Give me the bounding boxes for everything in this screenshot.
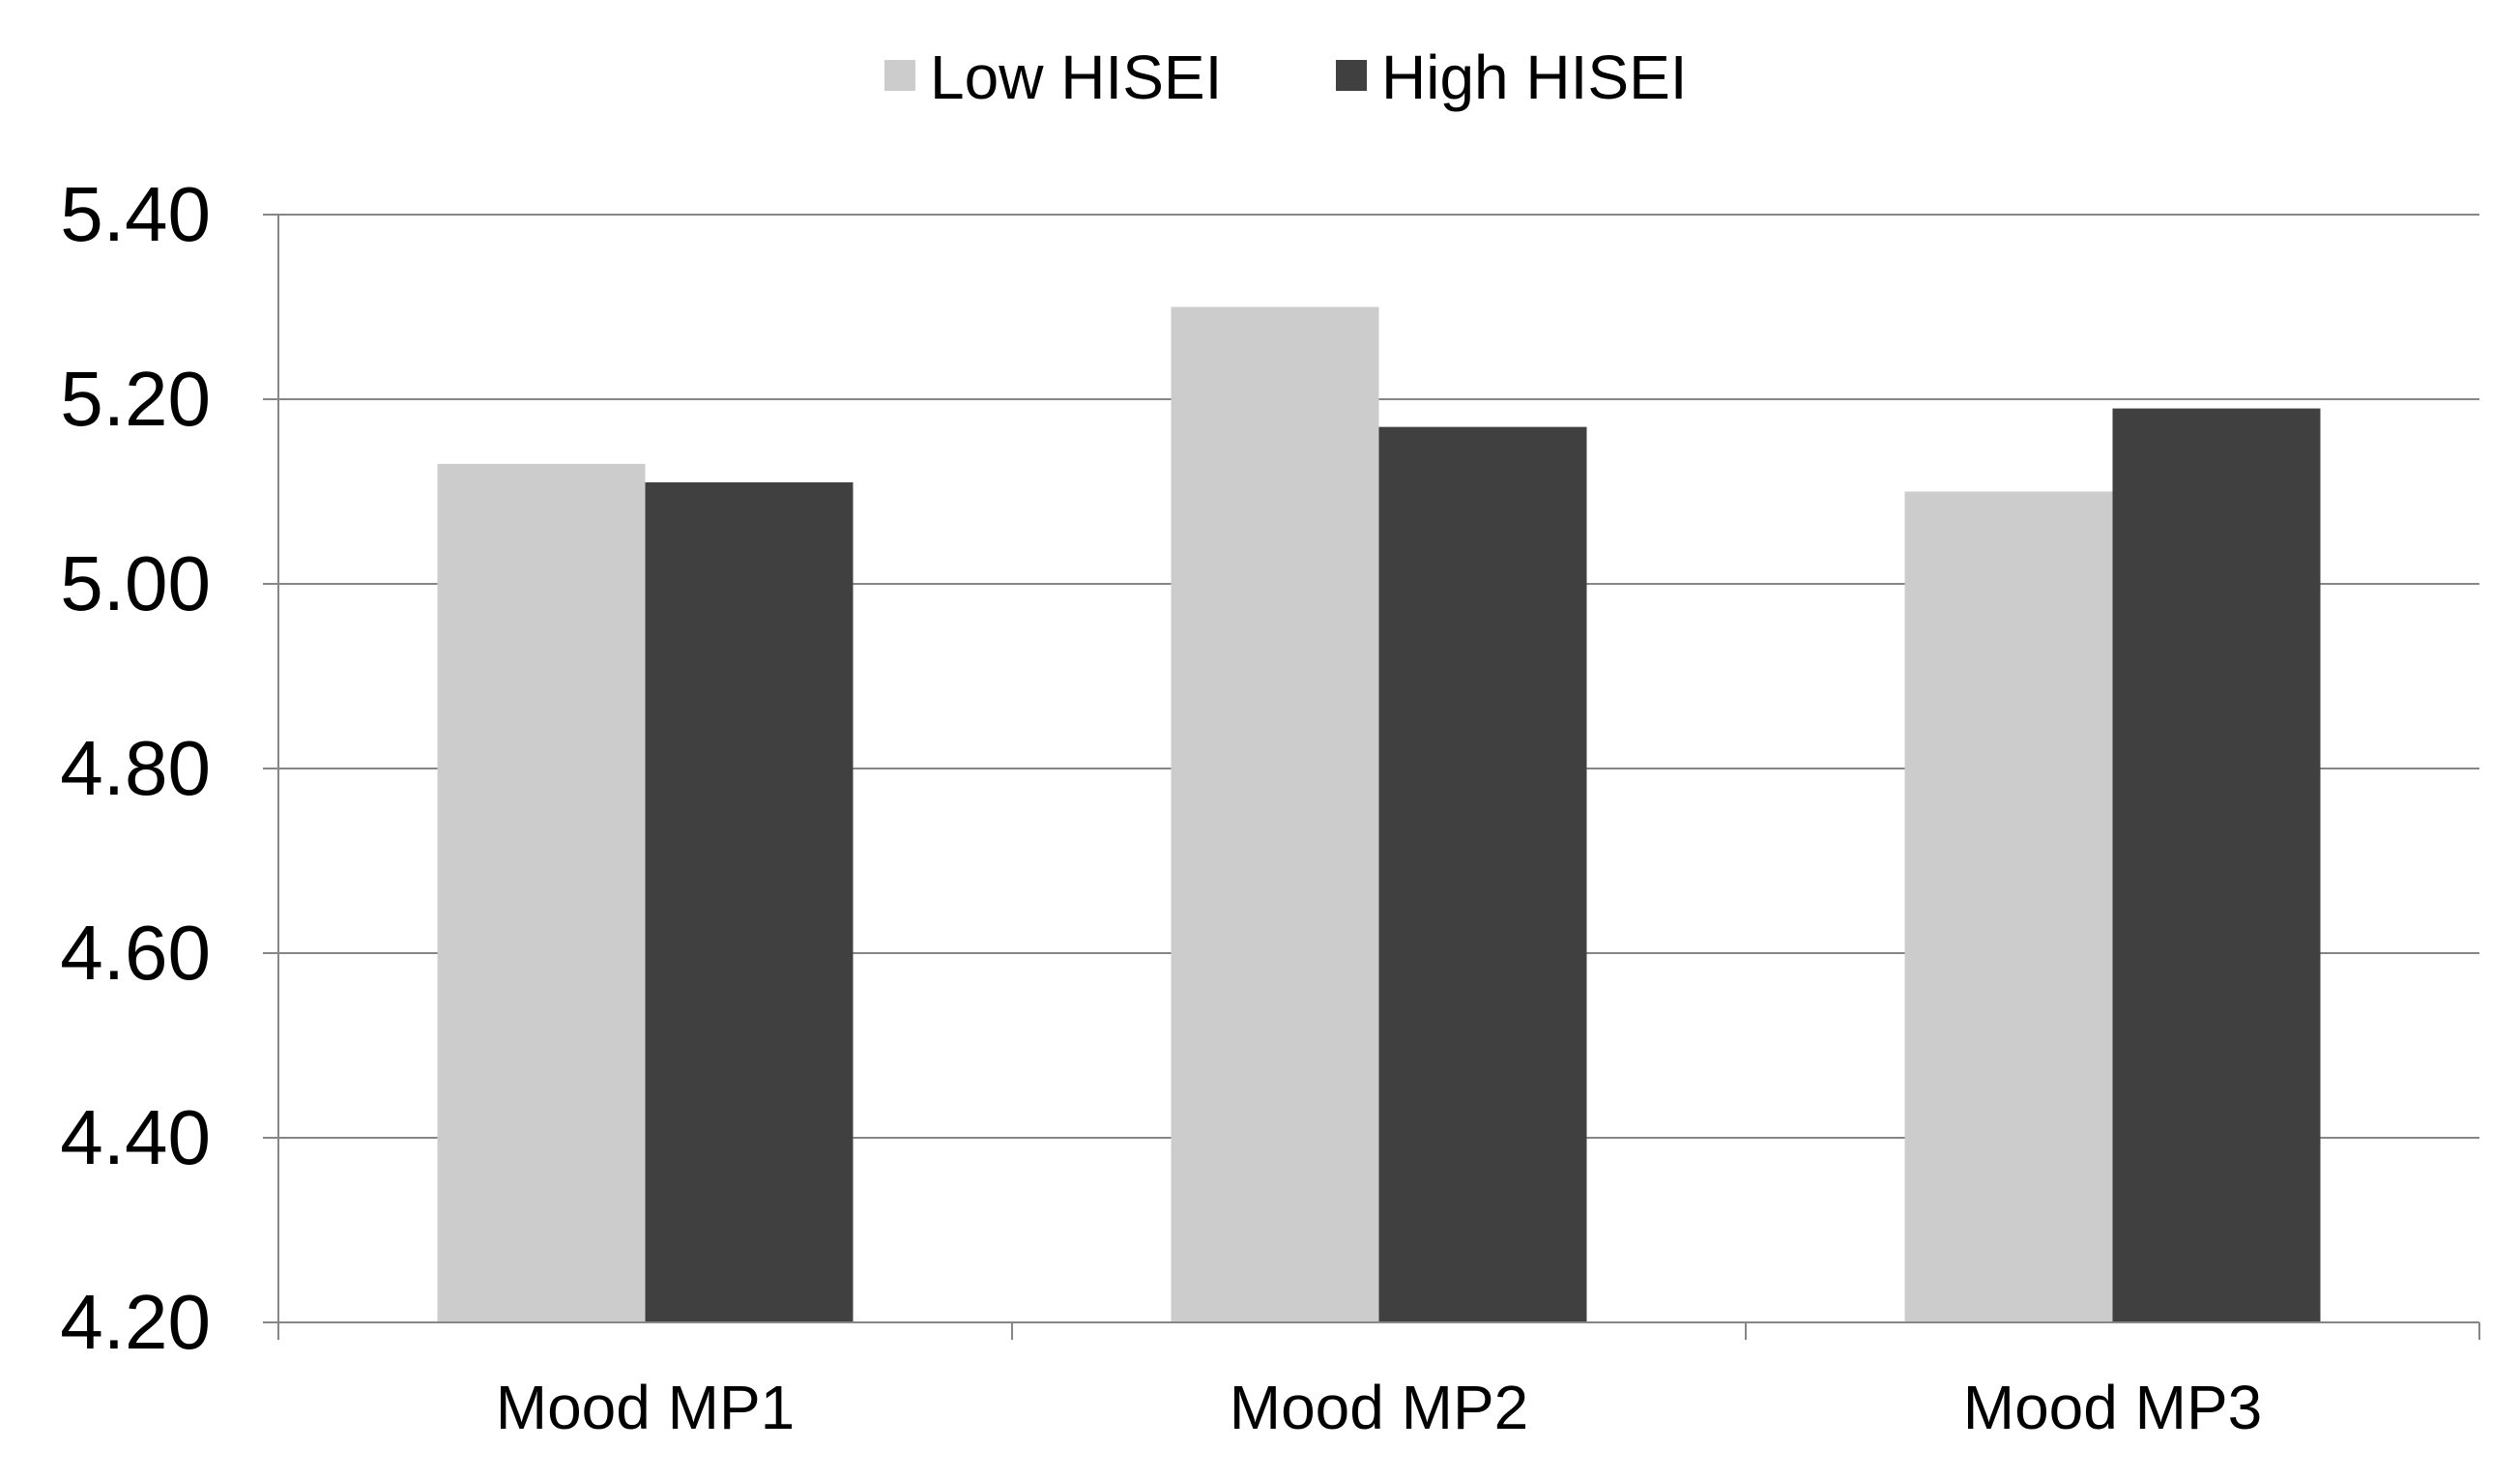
legend-swatch-high-hisei <box>1336 60 1367 91</box>
y-tick-label: 4.20 <box>60 1279 211 1365</box>
x-category-label: Mood MP3 <box>1963 1373 2262 1442</box>
y-tick-label: 5.00 <box>60 540 211 626</box>
bar-low-hisei-mood-mp1 <box>437 463 646 1323</box>
axes <box>277 215 2480 1340</box>
legend-label-low-hisei: Low HISEI <box>930 43 1222 112</box>
bar-low-hisei-mood-mp3 <box>1904 491 2113 1322</box>
x-axis-category-labels: Mood MP1 Mood MP2 Mood MP3 <box>496 1373 2262 1442</box>
bar-high-hisei-mood-mp1 <box>645 481 854 1322</box>
bars <box>437 306 2321 1323</box>
legend-swatch-low-hisei <box>884 60 915 91</box>
y-tick-label: 5.40 <box>60 171 211 257</box>
y-tick-label: 4.40 <box>60 1094 211 1180</box>
legend: Low HISEI High HISEI <box>884 43 1688 112</box>
x-category-label: Mood MP2 <box>1230 1373 1528 1442</box>
y-tick-label: 4.80 <box>60 725 211 811</box>
x-category-label: Mood MP1 <box>496 1373 795 1442</box>
y-axis-tick-labels: 4.20 4.40 4.60 4.80 5.00 5.20 5.40 <box>60 171 278 1365</box>
bar-low-hisei-mood-mp2 <box>1171 306 1379 1322</box>
legend-label-high-hisei: High HISEI <box>1381 43 1688 112</box>
y-tick-label: 4.60 <box>60 910 211 996</box>
bar-high-hisei-mood-mp3 <box>2112 408 2321 1322</box>
bar-high-hisei-mood-mp2 <box>1378 426 1587 1322</box>
y-tick-label: 5.20 <box>60 356 211 442</box>
